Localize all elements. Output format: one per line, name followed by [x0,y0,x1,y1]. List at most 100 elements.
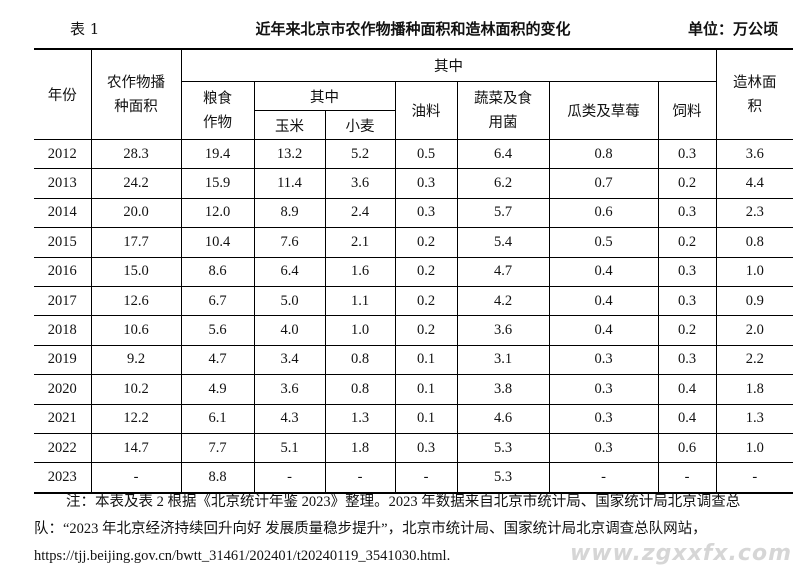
cell-sown-area: 12.2 [91,404,182,434]
cell-vegetables: 3.6 [457,315,550,346]
table-row: 2013 24.2 15.9 11.4 3.6 0.3 6.2 0.7 0.2 4.4 [34,168,793,199]
cell-sown-area: - [91,462,182,493]
cell-corn: 3.4 [254,345,326,376]
cell-grain: 6.1 [181,404,255,434]
cell-oil: - [395,462,458,493]
cell-corn: 4.3 [254,404,326,434]
cell-corn: 13.2 [254,139,326,170]
cell-year: 2017 [34,286,92,317]
cell-feed: 0.2 [658,168,717,199]
cell-vegetables: 6.2 [457,168,550,199]
cell-year: 2022 [34,433,92,464]
header-wheat: 小麦 [325,110,396,140]
cell-wheat: 1.0 [325,315,396,346]
cell-feed: 0.6 [658,433,717,464]
cell-year: 2013 [34,168,92,199]
cell-oil: 0.2 [395,227,458,258]
cell-sown-area: 24.2 [91,168,182,199]
cell-corn: 6.4 [254,257,326,287]
cell-grain: 10.4 [181,227,255,258]
cell-feed: 0.4 [658,404,717,434]
cell-wheat: 0.8 [325,374,396,405]
cell-vegetables: 4.6 [457,404,550,434]
cell-melons: 0.8 [549,139,659,170]
cell-sown-area: 9.2 [91,345,182,376]
table-row: 2021 12.2 6.1 4.3 1.3 0.1 4.6 0.3 0.4 1.3 [34,404,793,434]
cell-wheat: 2.4 [325,198,396,229]
header-year: 年份 [34,49,92,140]
cell-afforestation: - [752,468,758,485]
table-title: 近年来北京市农作物播种面积和造林面积的变化 [255,20,571,38]
header-oil: 油料 [395,81,458,140]
cell-corn: 5.0 [254,286,326,317]
cell-wheat: 0.8 [325,345,396,376]
cell-wheat: 1.8 [325,433,396,464]
cell-melons: 0.6 [549,198,659,229]
cell-wheat: 3.6 [325,168,396,199]
cell-corn: 3.6 [254,374,326,405]
cell-wheat: 1.1 [325,286,396,317]
cell-vegetables: 6.4 [457,139,550,170]
cell-melons: 0.4 [549,257,659,287]
cell-feed: 0.2 [658,227,717,258]
cell-sown-area: 10.6 [91,315,182,346]
cell-wheat: 1.6 [325,257,396,287]
cell-year: 2018 [34,315,92,346]
cell-sown-area: 20.0 [91,198,182,229]
header-vegetables: 蔬菜及食用菌 [457,81,550,140]
table-number: 表 1 [70,20,100,38]
cell-grain: 6.7 [181,286,255,317]
cell-feed: 0.3 [658,139,717,170]
cell-grain: 8.6 [181,257,255,287]
table-row: 2022 14.7 7.7 5.1 1.8 0.3 5.3 0.3 0.6 1.0 [34,433,793,464]
cell-afforestation: 2.2 [716,345,793,376]
cell-afforestation: 3.6 [716,139,793,170]
cell-melons: 0.3 [549,404,659,434]
cell-grain: 15.9 [181,168,255,199]
cell-afforestation: 2.0 [716,315,793,346]
header-feed: 饲料 [658,81,717,140]
cell-grain: 19.4 [181,139,255,170]
cell-wheat: - [325,462,396,493]
cell-sown-area: 17.7 [91,227,182,258]
cell-grain: 4.7 [181,345,255,376]
cell-oil: 0.3 [395,433,458,464]
cell-corn: 4.0 [254,315,326,346]
table-caption: 表 1 近年来北京市农作物播种面积和造林面积的变化 单位：万公顷 [48,18,778,42]
cell-oil: 0.2 [395,315,458,346]
table-row: 2023-8.8- - -5.3- - - [34,462,793,493]
cell-melons: 0.3 [549,433,659,464]
cell-oil: 0.2 [395,286,458,317]
cell-wheat: 2.1 [325,227,396,258]
cell-vegetables: 3.1 [457,345,550,376]
cell-oil: 0.1 [395,345,458,376]
cell-year: 2012 [34,139,92,170]
cell-grain: 8.8 [181,462,255,493]
cell-oil: 0.3 [395,168,458,199]
cell-corn: 8.9 [254,198,326,229]
cell-oil: 0.1 [395,404,458,434]
cell-year: 2014 [34,198,92,229]
cell-afforestation: 4.4 [716,168,793,199]
cell-corn: - [254,462,326,493]
cell-vegetables: 5.4 [457,227,550,258]
cell-afforestation: 2.3 [716,198,793,229]
cell-vegetables: 5.3 [457,462,550,493]
cell-feed: - [658,462,717,493]
data-table: 年份 农作物播种面积 其中 造林面积 粮食作物 其中 油料 蔬菜及食用菌 瓜类及… [34,48,793,494]
cell-melons: 0.3 [549,345,659,376]
cell-sown-area: 28.3 [91,139,182,170]
watermark: www.zgxxfx.com [569,541,792,566]
cell-sown-area: 15.0 [91,257,182,287]
cell-afforestation: 1.0 [716,257,793,287]
cell-afforestation: 1.0 [716,433,793,464]
cell-vegetables: 5.7 [457,198,550,229]
cell-year: 2016 [34,257,92,287]
cell-melons: - [549,462,659,493]
cell-oil: 0.1 [395,374,458,405]
table-body: 2012 28.3 19.4 13.2 5.2 0.5 6.4 0.8 0.3 3.6 2013 24… [34,139,793,493]
cell-sown-area: 14.7 [91,433,182,464]
cell-melons: 0.5 [549,227,659,258]
cell-year: 2015 [34,227,92,258]
table-row: 2019 9.2 4.7 3.4 0.8 0.1 3.1 0.3 0.3 2.2 [34,345,793,376]
